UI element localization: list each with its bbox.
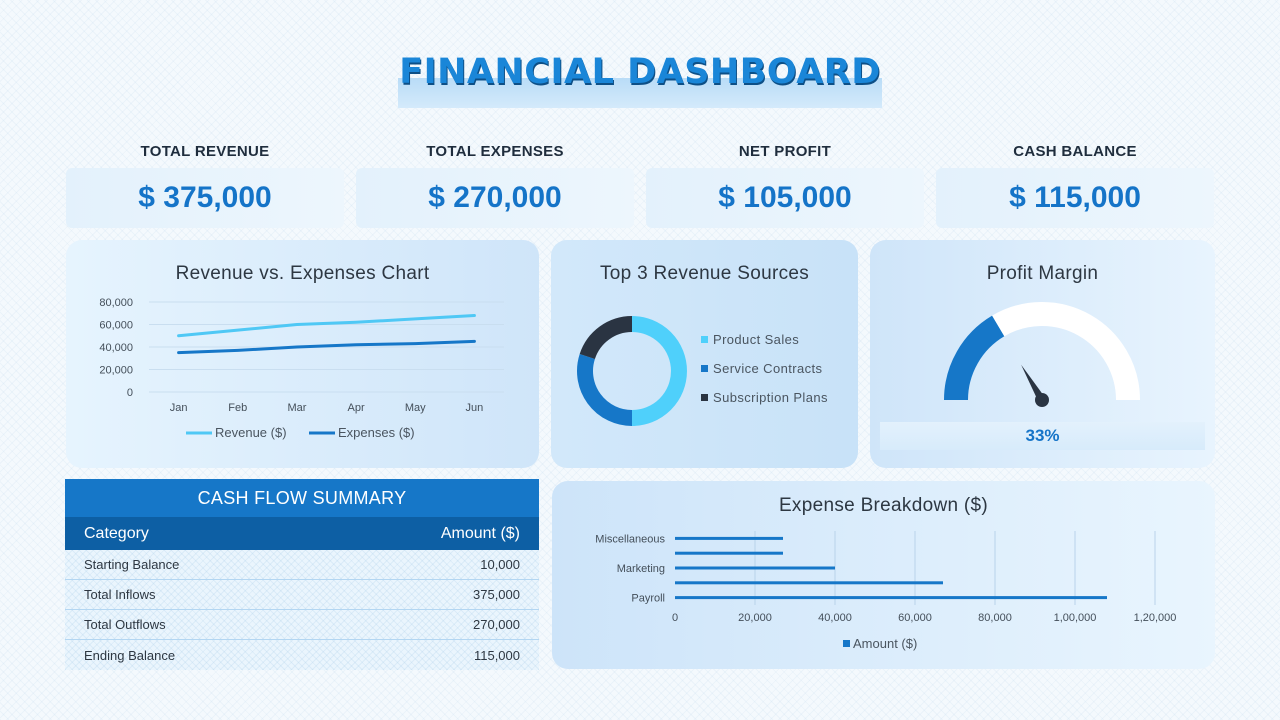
legend-label: Service Contracts [713,361,823,376]
y-category-label: Payroll [631,593,665,605]
profit-margin-card: Profit Margin 33% [870,240,1215,468]
row-amount: 115,000 [473,647,520,663]
dashboard-title-block: FINANCIAL DASHBOARD [398,52,882,108]
x-tick-label: May [405,402,426,414]
legend-swatch [701,365,708,372]
x-tick-label: Apr [348,402,365,414]
bar [675,581,943,585]
series-line-expenses [177,339,476,355]
revenue-expenses-chart: 0 20,000 40,000 60,000 80,000 Jan Feb Mar Apr May… [99,297,504,440]
table-row: Total Inflows 375,000 [65,580,539,610]
x-tick-label: 1,20,000 [1134,612,1177,624]
row-category: Total Outflows [84,617,166,632]
donut-slice-service-contracts [577,354,633,426]
y-tick-label: 60,000 [99,320,133,332]
row-category: Starting Balance [84,557,180,572]
column-header-amount: Amount ($) [440,524,520,542]
kpi-value-cash-balance: $ 115,000 [936,168,1214,228]
x-tick-label: 20,000 [738,612,772,624]
kpi-value-net-profit: $ 105,000 [646,168,924,228]
kpi-label-total-expenses: TOTAL EXPENSES [426,143,564,160]
legend-label: Amount ($) [853,636,917,651]
profit-margin-gauge [944,302,1140,407]
bar [675,566,835,570]
x-tick-label: 0 [672,612,678,624]
cash-flow-title: CASH FLOW SUMMARY [65,479,539,517]
expense-breakdown-title: Expense Breakdown ($) [778,495,989,516]
title-underline-bar [398,78,882,108]
bar [675,536,783,540]
legend-product-sales: Product Sales [701,332,799,347]
x-tick-label: 1,00,000 [1054,612,1097,624]
x-tick-label: Jan [170,402,188,414]
row-category: Total Inflows [84,587,156,602]
series-line-revenue [177,314,476,338]
gauge-remaining-arc [992,302,1140,401]
cash-flow-table: CASH FLOW SUMMARY Category Amount ($) St… [65,479,539,670]
revenue-expenses-title: Revenue vs. Expenses Chart [175,263,430,284]
y-tick-label: 80,000 [99,297,133,309]
revenue-expenses-card: Revenue vs. Expenses Chart 0 20,000 40,000… [66,240,539,468]
revenue-sources-donut [577,316,687,426]
y-category-label: Marketing [617,563,665,575]
y-category-label: Miscellaneous [595,533,665,545]
kpi-label-net-profit: NET PROFIT [738,143,832,160]
column-header-category: Category [84,524,149,542]
kpi-label-total-revenue: TOTAL REVENUE [140,143,270,160]
expense-breakdown-chart: 0 20,000 40,000 60,000 80,000 1,00,000 1,20,00… [595,531,1177,651]
expense-breakdown-card: Expense Breakdown ($) 0 20,000 40,000 60,00… [552,481,1215,669]
donut-slice-subscription-plans [579,316,633,360]
table-row: Ending Balance 115,000 [65,640,539,670]
kpi-value-total-expenses: $ 270,000 [356,168,634,228]
y-tick-label: 20,000 [99,365,133,377]
gauge-needle [1021,364,1046,403]
legend-label: Subscription Plans [713,390,828,405]
row-category: Ending Balance [84,647,176,663]
row-amount: 10,000 [480,557,520,572]
table-row: Starting Balance 10,000 [65,550,539,580]
y-tick-label: 0 [127,387,133,399]
x-tick-label: Mar [287,402,306,414]
x-tick-label: Feb [228,402,247,414]
row-amount: 375,000 [473,587,520,602]
legend-label: Expenses ($) [338,425,415,440]
page-title: FINANCIAL DASHBOARD [399,52,881,92]
x-tick-label: Jun [466,402,484,414]
revenue-sources-card: Top 3 Revenue Sources Product Sales Serv… [551,240,858,468]
legend-subscription-plans: Subscription Plans [701,390,828,405]
x-tick-label: 40,000 [818,612,852,624]
bar [675,551,783,555]
x-tick-label: 60,000 [898,612,932,624]
legend-swatch [843,640,850,647]
legend-label: Revenue ($) [215,425,287,440]
y-tick-label: 40,000 [99,342,133,354]
legend-service-contracts: Service Contracts [701,361,822,376]
kpi-label-cash-balance: CASH BALANCE [1013,143,1137,160]
kpi-value-total-revenue: $ 375,000 [66,168,344,228]
legend-label: Product Sales [713,332,800,347]
profit-margin-value: 33% [880,422,1205,450]
gauge-needle-hub [1035,393,1049,407]
table-row: Total Outflows 270,000 [65,610,539,640]
donut-slice-product-sales [631,316,687,426]
revenue-sources-title: Top 3 Revenue Sources [599,263,810,284]
profit-margin-title: Profit Margin [986,263,1099,284]
cash-flow-header-row: Category Amount ($) [65,517,539,550]
bar [675,596,1107,600]
x-tick-label: 80,000 [978,612,1012,624]
gauge-filled-arc [944,315,1005,401]
row-amount: 270,000 [473,617,520,632]
legend-swatch [701,394,708,401]
legend-swatch [701,336,708,343]
